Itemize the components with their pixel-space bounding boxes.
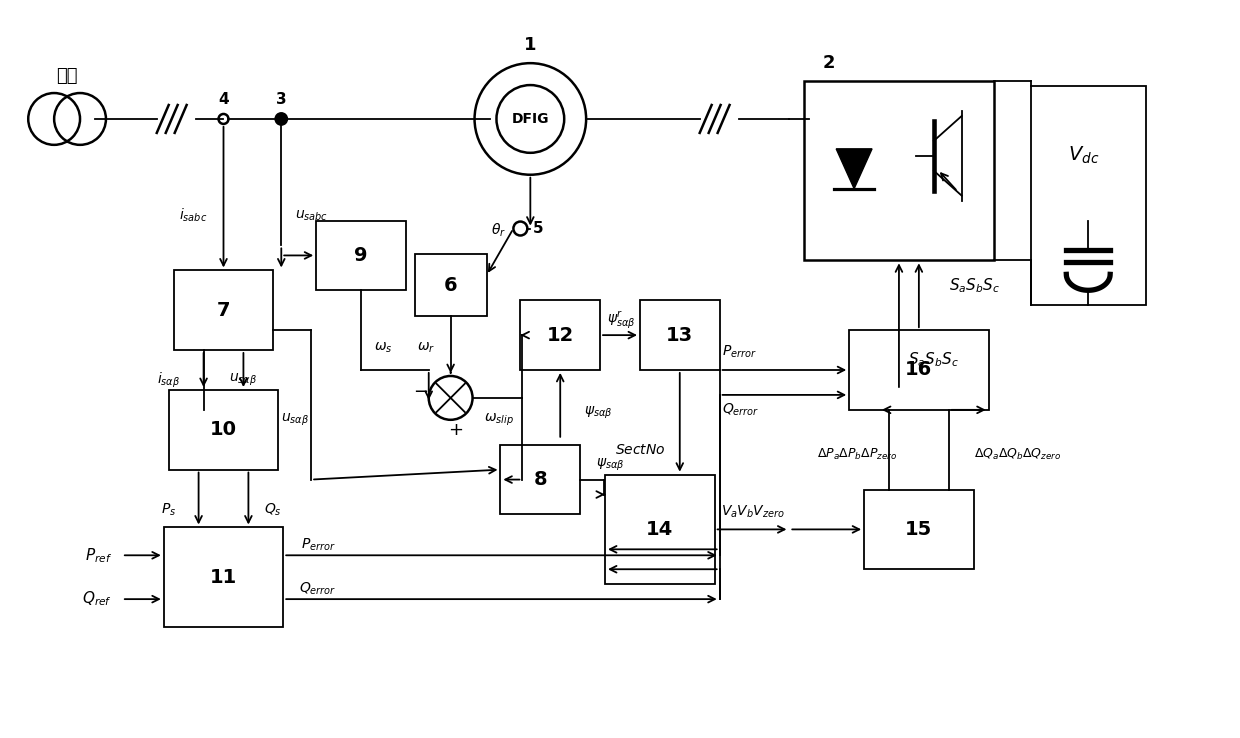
Bar [174, 270, 273, 350]
Text: $Q_{error}$: $Q_{error}$ [300, 581, 337, 597]
Text: $\Delta P_a \Delta P_b \Delta P_{zero}$: $\Delta P_a \Delta P_b \Delta P_{zero}$ [817, 447, 898, 462]
Text: DFIG: DFIG [512, 112, 549, 126]
Bar [864, 489, 973, 569]
Text: 12: 12 [547, 325, 574, 345]
Text: $\psi_{s\alpha\beta}$: $\psi_{s\alpha\beta}$ [595, 457, 624, 473]
Text: $P_s$: $P_s$ [161, 501, 176, 517]
Text: 10: 10 [210, 420, 237, 439]
Bar [1030, 86, 1146, 306]
Circle shape [218, 114, 228, 124]
Text: 3: 3 [277, 92, 286, 106]
Bar [605, 475, 714, 584]
Text: 14: 14 [646, 520, 673, 539]
Text: $+$: $+$ [448, 421, 464, 439]
Text: 16: 16 [905, 360, 932, 379]
Text: $u_{s\alpha\beta}$: $u_{s\alpha\beta}$ [229, 372, 258, 388]
Bar [805, 81, 993, 261]
Text: 电网: 电网 [56, 67, 78, 85]
Text: $P_{error}$: $P_{error}$ [301, 536, 336, 553]
Text: 2: 2 [823, 54, 836, 72]
Text: 4: 4 [218, 92, 229, 106]
Bar [640, 300, 719, 370]
Text: $\omega_{slip}$: $\omega_{slip}$ [484, 412, 513, 428]
Text: $V_a V_b V_{zero}$: $V_a V_b V_{zero}$ [720, 503, 785, 520]
Text: $Q_{error}$: $Q_{error}$ [722, 401, 759, 418]
Bar [849, 330, 988, 410]
Text: $Q_s$: $Q_s$ [264, 501, 283, 517]
Circle shape [275, 113, 288, 125]
Text: $i_{sabc}$: $i_{sabc}$ [180, 207, 208, 224]
Text: $u_{sabc}$: $u_{sabc}$ [295, 208, 327, 223]
Text: $P_{error}$: $P_{error}$ [722, 344, 756, 360]
Text: $-$: $-$ [413, 381, 428, 399]
Text: $S_a S_b S_c$: $S_a S_b S_c$ [909, 351, 960, 370]
Bar [521, 300, 600, 370]
Text: $Q_{ref}$: $Q_{ref}$ [82, 590, 112, 608]
Text: $i_{s\alpha\beta}$: $i_{s\alpha\beta}$ [157, 370, 180, 390]
Text: $\theta_r$: $\theta_r$ [491, 222, 506, 239]
Text: 8: 8 [533, 470, 547, 489]
Text: $u_{s\alpha\beta}$: $u_{s\alpha\beta}$ [281, 412, 309, 428]
Text: 5: 5 [533, 221, 543, 236]
Bar [316, 221, 405, 290]
Text: 6: 6 [444, 276, 458, 294]
Text: 13: 13 [666, 325, 693, 345]
Text: $\omega_r$: $\omega_r$ [417, 341, 435, 355]
Text: $\psi^r_{s\alpha\beta}$: $\psi^r_{s\alpha\beta}$ [606, 309, 635, 331]
Bar [169, 390, 278, 469]
Text: $\psi_{s\alpha\beta}$: $\psi_{s\alpha\beta}$ [584, 404, 613, 421]
Text: 11: 11 [210, 568, 237, 587]
Text: 7: 7 [217, 300, 231, 320]
Text: $\omega_s$: $\omega_s$ [373, 341, 392, 355]
Circle shape [513, 221, 527, 235]
Bar [414, 255, 486, 316]
Text: $S_a S_b S_c$: $S_a S_b S_c$ [949, 276, 999, 294]
Bar [501, 445, 580, 514]
Text: $V_{dc}$: $V_{dc}$ [1068, 145, 1099, 167]
Text: 15: 15 [905, 520, 932, 539]
Text: $P_{ref}$: $P_{ref}$ [84, 546, 112, 565]
Bar [164, 528, 283, 627]
Polygon shape [836, 149, 872, 189]
Text: $SectNo$: $SectNo$ [615, 443, 665, 457]
Text: 1: 1 [525, 36, 537, 54]
Text: $\Delta Q_a \Delta Q_b \Delta Q_{zero}$: $\Delta Q_a \Delta Q_b \Delta Q_{zero}$ [973, 447, 1061, 462]
Text: 9: 9 [355, 246, 368, 265]
